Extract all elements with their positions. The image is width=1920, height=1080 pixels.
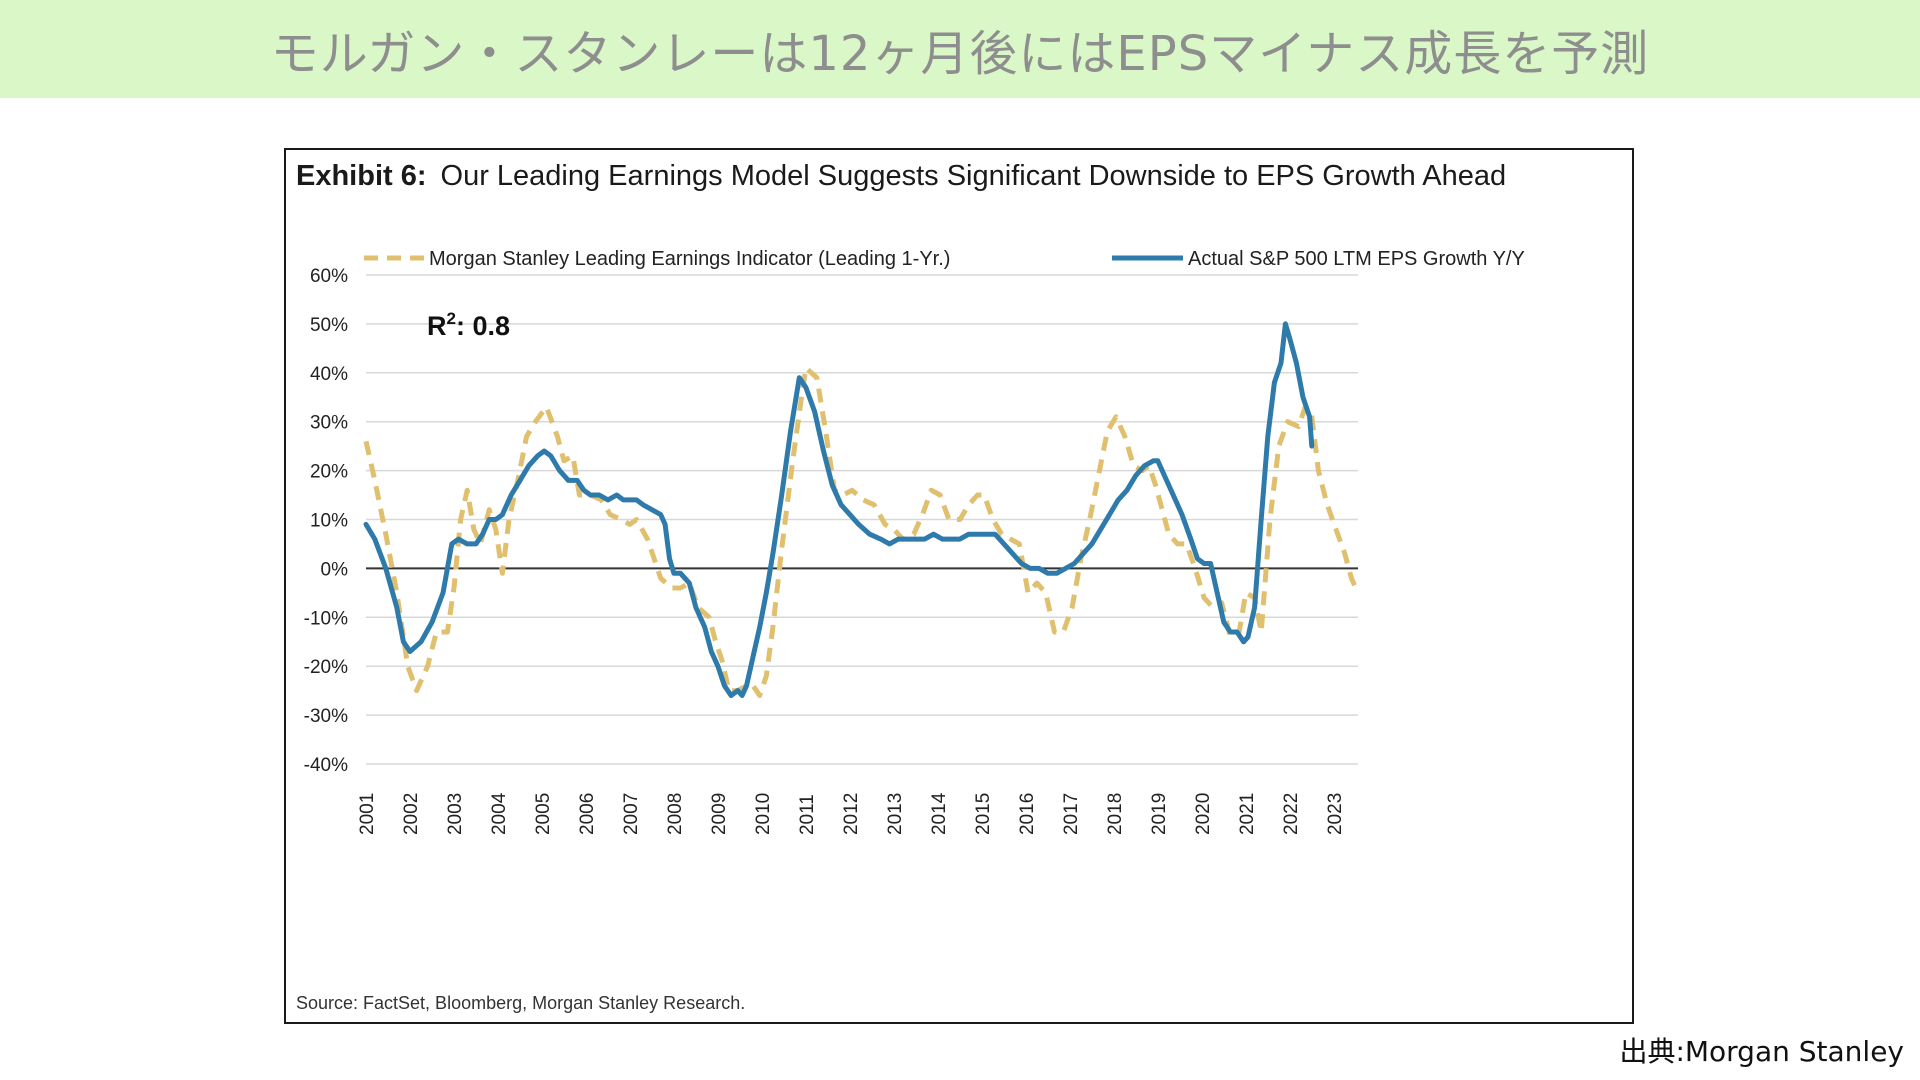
header-banner: モルガン・スタンレーは12ヶ月後にはEPSマイナス成長を予測 — [0, 0, 1920, 98]
x-tick-label: 2006 — [577, 793, 598, 835]
x-tick-label: 2001 — [357, 793, 378, 835]
x-tick-label: 2012 — [841, 793, 862, 835]
y-tick-label: 20% — [310, 462, 348, 483]
x-tick-label: 2014 — [929, 792, 950, 835]
x-tick-label: 2022 — [1281, 793, 1302, 835]
page-title: モルガン・スタンレーは12ヶ月後にはEPSマイナス成長を予測 — [270, 26, 1650, 82]
y-tick-label: -20% — [304, 657, 348, 678]
line-chart: Morgan Stanley Leading Earnings Indicato… — [304, 248, 1525, 835]
x-tick-label: 2015 — [973, 793, 994, 835]
y-axis: 60% 50% 40% 30% 20% 10% 0% -10% -20% -30% -40% — [304, 266, 348, 776]
x-tick-label: 2017 — [1061, 793, 1082, 835]
chart-series — [363, 321, 1361, 698]
series-line-leading-indicator — [363, 365, 1361, 698]
chart-legend: Morgan Stanley Leading Earnings Indicato… — [364, 248, 1525, 270]
x-tick-label: 2018 — [1105, 793, 1126, 835]
x-tick-label: 2010 — [753, 793, 774, 835]
source-credit: 出典:Morgan Stanley — [1619, 1035, 1904, 1068]
x-tick-label: 2019 — [1149, 793, 1170, 835]
r-squared-value: : 0.8 — [456, 311, 510, 341]
chart-title-label: Exhibit 6: — [296, 160, 427, 192]
x-tick-label: 2016 — [1017, 793, 1038, 835]
x-tick-label: 2020 — [1193, 793, 1214, 835]
y-tick-label: -40% — [304, 755, 348, 776]
chart-gridlines — [366, 274, 1358, 765]
chart-source-note: Source: FactSet, Bloomberg, Morgan Stanl… — [296, 993, 746, 1013]
chart-panel: Exhibit 6: Our Leading Earnings Model Sug… — [284, 148, 1634, 1024]
x-tick-label: 2013 — [885, 793, 906, 835]
y-tick-label: 40% — [310, 364, 348, 385]
r-squared-superscript: 2 — [447, 309, 456, 328]
x-tick-label: 2004 — [489, 792, 510, 835]
x-tick-label: 2023 — [1325, 793, 1346, 835]
x-tick-label: 2007 — [621, 793, 642, 835]
x-tick-label: 2009 — [709, 793, 730, 835]
x-axis: 2001 2002 2003 2004 2005 2006 2007 2008 2009 2010… — [357, 792, 1346, 835]
legend-label-actual-eps: Actual S&P 500 LTM EPS Growth Y/Y — [1188, 248, 1525, 270]
chart-title-text: Our Leading Earnings Model Suggests Sign… — [440, 160, 1507, 192]
y-tick-label: 10% — [310, 511, 348, 532]
legend-label-leading-indicator: Morgan Stanley Leading Earnings Indicato… — [429, 248, 950, 270]
y-tick-label: -30% — [304, 706, 348, 727]
chart-title: Exhibit 6: Our Leading Earnings Model Sug… — [296, 160, 1506, 193]
y-tick-label: 60% — [310, 266, 348, 287]
x-tick-label: 2002 — [401, 793, 422, 835]
x-tick-label: 2011 — [797, 794, 818, 835]
y-tick-label: 0% — [321, 559, 349, 580]
r-squared-base: R — [427, 311, 447, 341]
r-squared-annotation: R2: 0.8 — [427, 309, 510, 341]
x-tick-label: 2005 — [533, 793, 554, 835]
y-tick-label: -10% — [304, 608, 348, 629]
x-tick-label: 2003 — [445, 793, 466, 835]
x-tick-label: 2021 — [1237, 793, 1258, 835]
series-line-actual-eps — [363, 321, 1315, 698]
x-tick-label: 2008 — [665, 793, 686, 835]
y-tick-label: 30% — [310, 413, 348, 434]
y-tick-label: 50% — [310, 315, 348, 336]
